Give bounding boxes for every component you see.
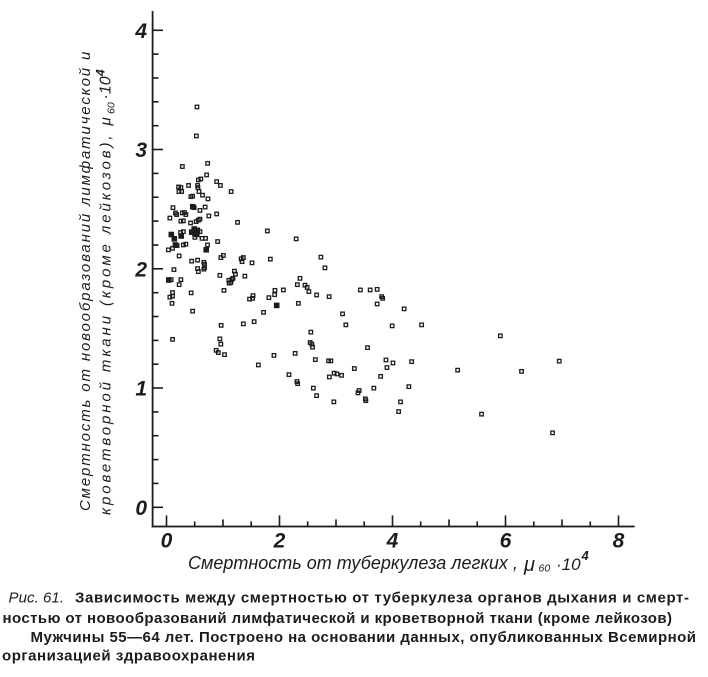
svg-text:6: 6 <box>500 530 512 553</box>
svg-text:организацией здравоохранения: организацией здравоохранения <box>2 648 255 665</box>
svg-text:μ: μ <box>523 554 535 576</box>
svg-text:4: 4 <box>386 530 399 553</box>
svg-text:Мужчины 55—64 лет. Построено н: Мужчины 55—64 лет. Построено на основани… <box>31 629 697 646</box>
svg-text:Рис. 61.: Рис. 61. <box>9 590 65 607</box>
svg-text:·10: ·10 <box>98 76 115 99</box>
svg-text:1: 1 <box>135 378 147 401</box>
svg-text:Смертность от туберкулеза легк: Смертность от туберкулеза легких , <box>188 553 518 573</box>
svg-text:60: 60 <box>539 563 551 575</box>
svg-text:2: 2 <box>134 258 147 281</box>
svg-text:Зависимость между смертностью: Зависимость между смертностью от туберку… <box>75 590 689 607</box>
svg-text:4: 4 <box>94 69 108 77</box>
svg-text:2: 2 <box>273 530 286 553</box>
svg-text:3: 3 <box>135 139 147 162</box>
svg-text:0: 0 <box>135 497 147 520</box>
svg-text:0: 0 <box>161 530 173 553</box>
svg-text:4: 4 <box>134 20 147 43</box>
svg-text:4: 4 <box>581 548 590 563</box>
svg-text:60: 60 <box>106 102 118 114</box>
svg-text:·10: ·10 <box>556 555 581 574</box>
svg-text:ностью от новообразований лимф: ностью от новообразований лимфатической … <box>3 610 672 627</box>
svg-text:Смертность от новообразований: Смертность от новообразований лимфатичес… <box>77 50 94 511</box>
svg-text:8: 8 <box>613 530 625 553</box>
svg-text:кроветворной ткани (кроме лейк: кроветворной ткани (кроме лейкозов), μ <box>98 114 115 515</box>
